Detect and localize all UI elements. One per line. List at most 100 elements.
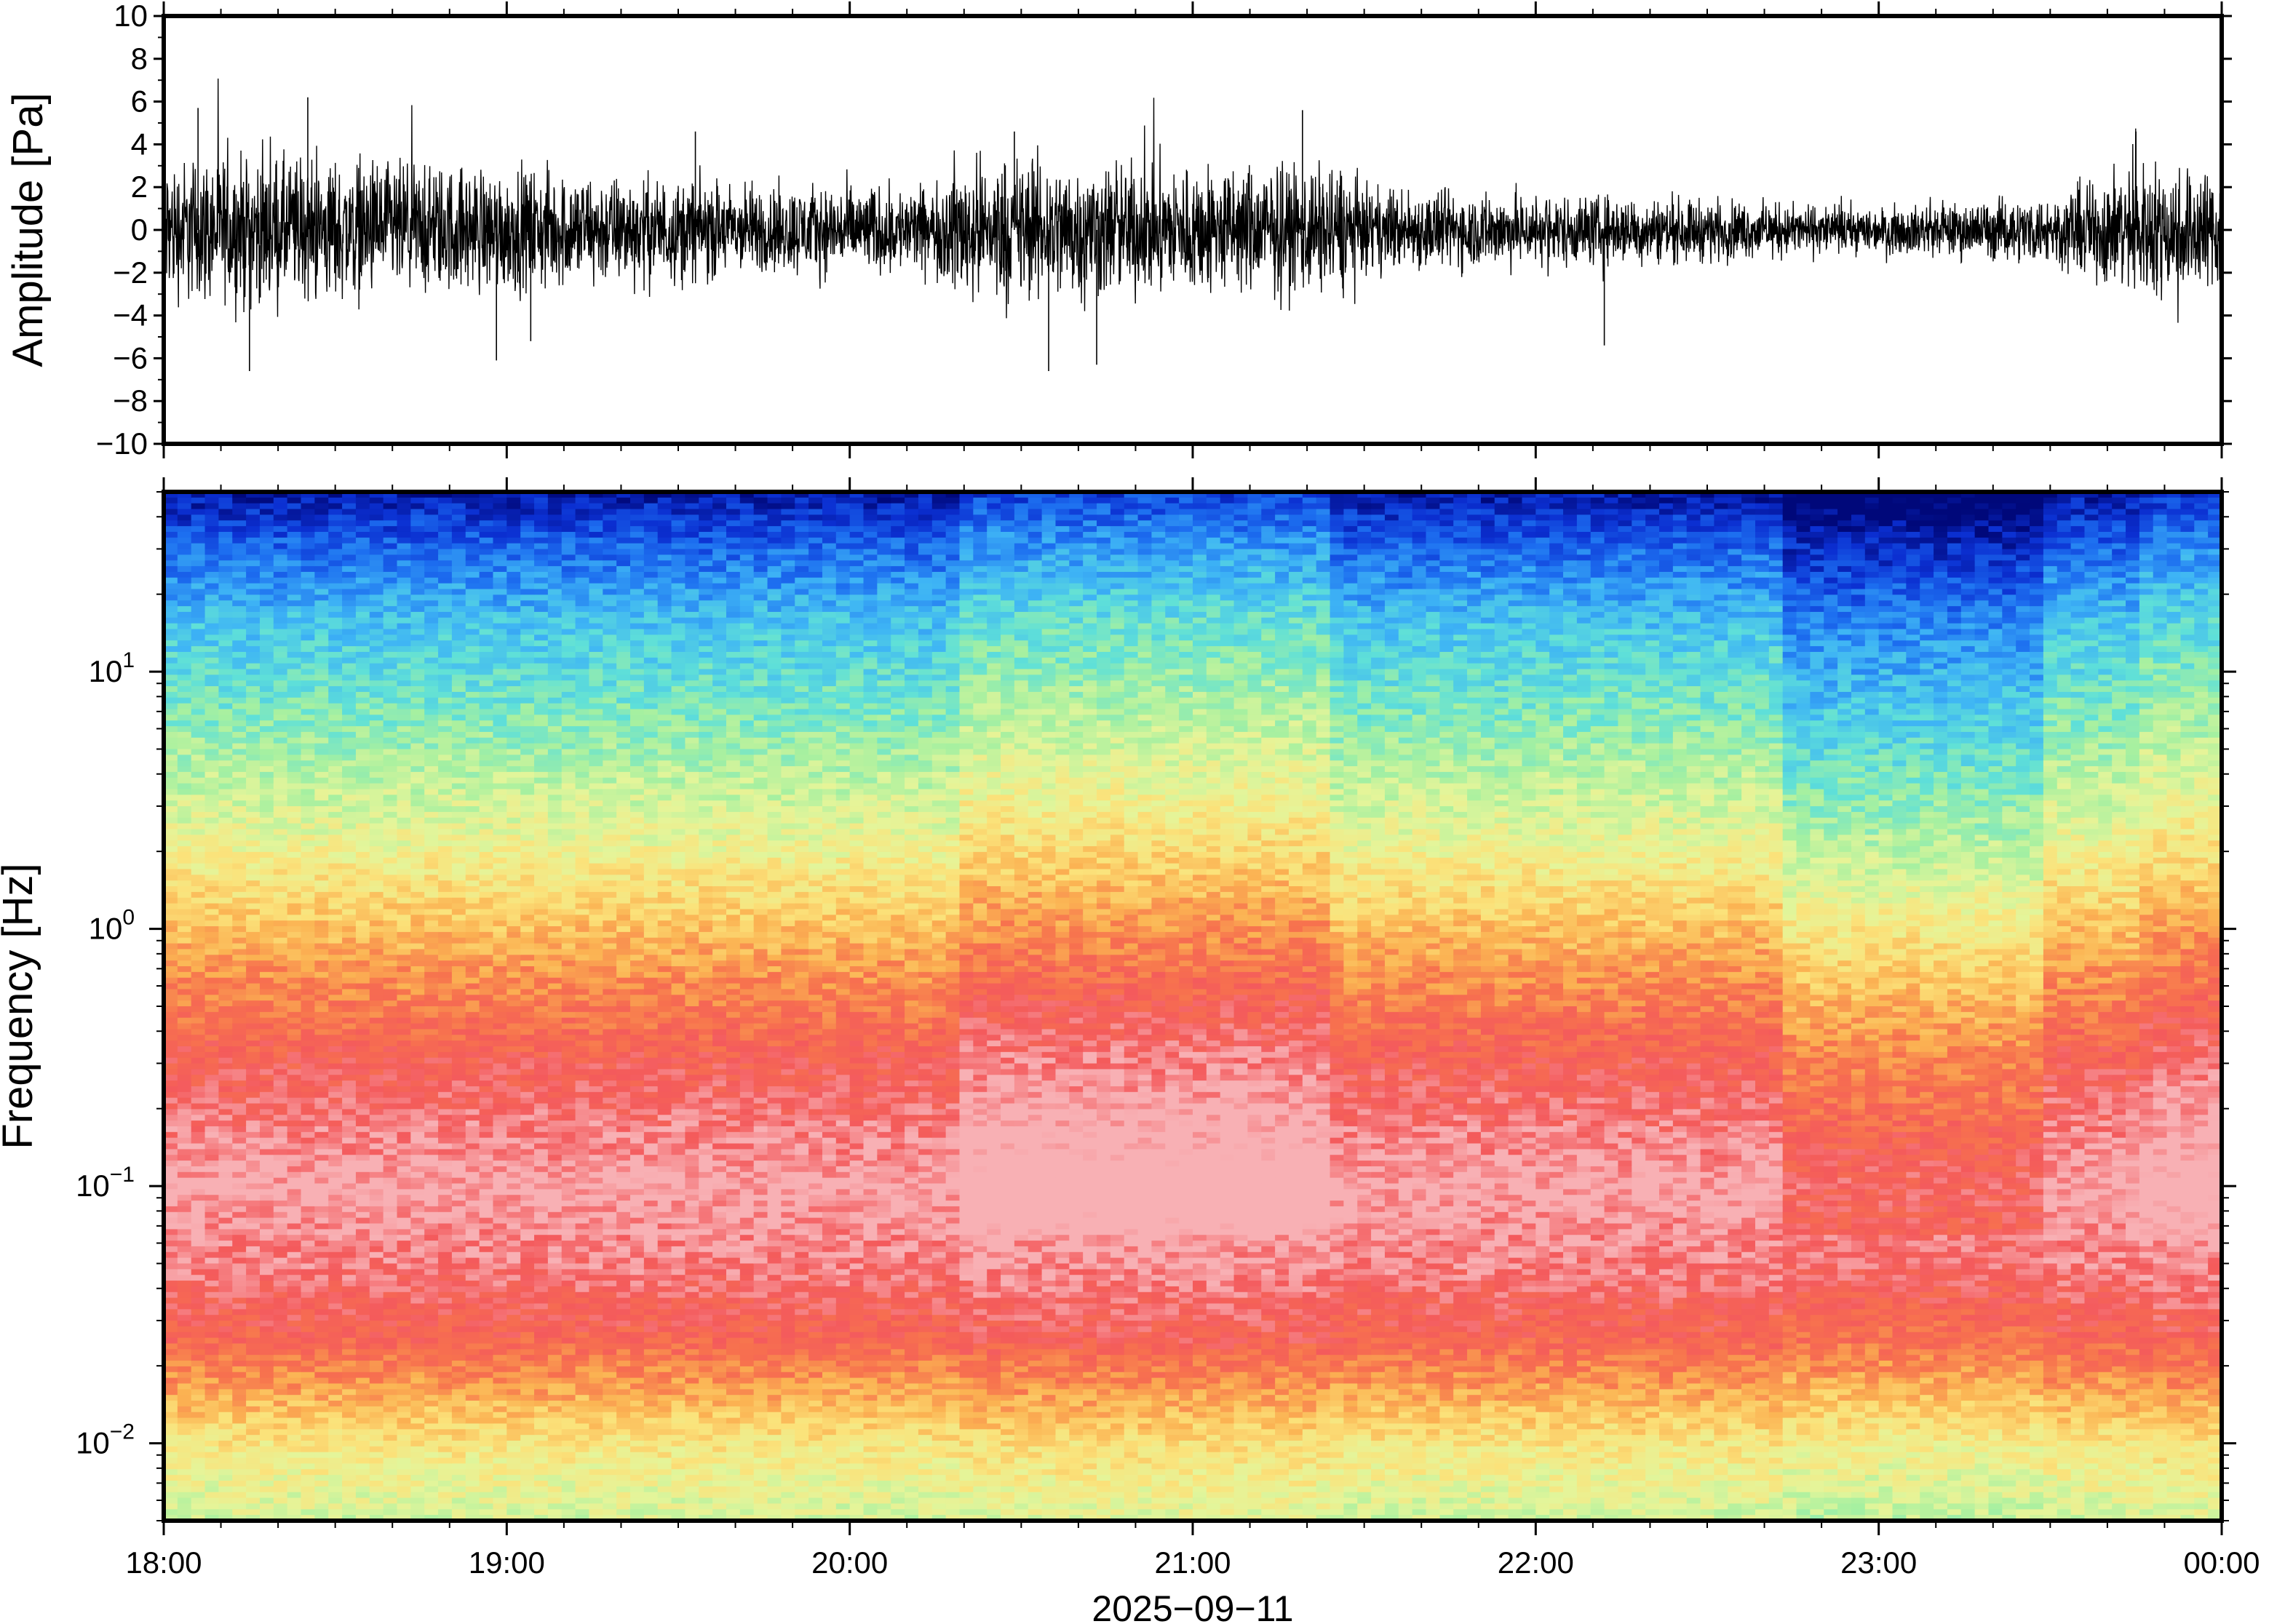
spectrogram-cell xyxy=(218,583,234,590)
spectrogram-cell xyxy=(301,549,316,556)
spectrogram-cell xyxy=(259,749,274,756)
spectrogram-cell xyxy=(424,915,439,921)
spectrogram-cell xyxy=(164,755,178,762)
spectrogram-cell xyxy=(328,1315,343,1321)
spectrogram-cell xyxy=(246,1469,261,1476)
spectrogram-cell xyxy=(493,1091,508,1099)
spectrogram-cell xyxy=(204,1177,220,1185)
spectrogram-cell xyxy=(287,577,302,584)
spectrogram-cell xyxy=(451,1361,466,1367)
spectrogram-cell xyxy=(287,1046,302,1053)
spectrogram-cell xyxy=(506,1286,521,1293)
spectrogram-cell xyxy=(397,1321,412,1327)
spectrogram-cell xyxy=(465,949,480,956)
spectrogram-cell xyxy=(191,840,206,847)
spectrogram-cell xyxy=(410,1211,426,1219)
waveform-y-tick-label: −8 xyxy=(113,383,148,418)
spectrogram-cell xyxy=(520,1126,535,1133)
spectrogram-cell xyxy=(369,1315,384,1321)
spectrogram-cell xyxy=(410,1189,426,1196)
spectrogram-cell xyxy=(465,1423,480,1430)
spectrogram-cell xyxy=(177,634,192,642)
spectrogram-cell xyxy=(273,1309,288,1315)
spectrogram-cell xyxy=(246,1417,261,1425)
spectrogram-cell xyxy=(259,1006,274,1013)
spectrogram-cell xyxy=(259,549,274,556)
spectrogram-cell xyxy=(164,1035,178,1041)
spectrogram-cell xyxy=(259,1171,274,1179)
spectrogram-cell xyxy=(273,1441,288,1447)
spectrogram-cell xyxy=(438,1332,453,1339)
spectrogram-cell xyxy=(314,1395,330,1401)
spectrogram-cell xyxy=(273,697,288,704)
spectrogram-cell xyxy=(383,1080,398,1087)
spectrogram-cell xyxy=(369,1161,384,1167)
spectrogram-cell xyxy=(410,549,426,556)
spectrogram-cell xyxy=(177,1486,192,1493)
spectrogram-cell xyxy=(520,943,535,950)
spectrogram-cell xyxy=(301,1109,316,1116)
spectrogram-cell xyxy=(451,897,466,904)
spectrogram-cell xyxy=(218,1481,234,1487)
spectrogram-cell xyxy=(177,1321,192,1327)
spectrogram-cell xyxy=(369,1337,384,1345)
spectrogram-cell xyxy=(204,1395,220,1401)
spectrogram-cell xyxy=(506,1183,521,1190)
spectrogram-cell xyxy=(232,663,247,670)
spectrogram-cell xyxy=(438,526,453,533)
spectrogram-cell xyxy=(369,1349,384,1356)
spectrogram-cell xyxy=(493,771,508,779)
spectrogram-cell xyxy=(451,617,466,624)
spectrogram-cell xyxy=(355,926,370,933)
spectrogram-cell xyxy=(465,1211,480,1219)
spectrogram-cell xyxy=(410,795,426,801)
spectrogram-cell xyxy=(314,1515,330,1521)
spectrogram-cell xyxy=(424,663,439,670)
spectrogram-cell xyxy=(204,766,220,773)
spectrogram-cell xyxy=(451,875,466,881)
spectrogram-cell xyxy=(410,663,426,670)
spectrogram-cell xyxy=(273,1297,288,1305)
spectrogram-cell xyxy=(191,640,206,647)
spectrogram-cell xyxy=(355,1171,370,1179)
spectrogram-cell xyxy=(191,1332,206,1339)
spectrogram-cell xyxy=(424,1332,439,1339)
spectrogram-cell xyxy=(383,1389,398,1396)
spectrogram-cell xyxy=(191,771,206,779)
spectrogram-cell xyxy=(342,560,357,567)
spectrogram-cell xyxy=(204,1412,220,1419)
spectrogram-cell xyxy=(424,1189,439,1196)
spectrogram-cell xyxy=(493,1372,508,1379)
spectrogram-cell xyxy=(355,651,370,658)
spectrogram-cell xyxy=(314,1475,330,1481)
spectrogram-cell xyxy=(397,1475,412,1481)
spectrogram-cell xyxy=(246,1223,261,1230)
spectrogram-cell xyxy=(479,1486,494,1493)
spectrogram-cell xyxy=(204,851,220,859)
spectrogram-cell xyxy=(259,617,274,624)
spectrogram-cell xyxy=(506,1269,521,1276)
spectrogram-cell xyxy=(506,537,521,544)
spectrogram-cell xyxy=(314,1171,330,1179)
spectrogram-cell xyxy=(493,646,508,653)
spectrogram-cell xyxy=(246,1143,261,1150)
spectrogram-cell xyxy=(287,755,302,762)
spectrogram-cell xyxy=(451,1137,466,1145)
spectrogram-cell xyxy=(397,771,412,779)
spectrogram-cell xyxy=(191,583,206,590)
spectrogram-cell xyxy=(204,1406,220,1413)
spectrogram-cell xyxy=(493,1361,508,1367)
spectrogram-cell xyxy=(301,823,316,830)
spectrogram-cell xyxy=(232,1211,247,1219)
spectrogram-cell xyxy=(314,571,330,578)
spectrogram-cell xyxy=(342,949,357,956)
spectrogram-cell xyxy=(355,966,370,973)
spectrogram-cell xyxy=(479,771,494,779)
spectrogram-cell xyxy=(479,1509,494,1516)
spectrogram-cell xyxy=(520,1051,535,1059)
spectrogram-cell xyxy=(328,1109,343,1116)
spectrogram-cell xyxy=(506,1332,521,1339)
spectrogram-cell xyxy=(301,1441,316,1447)
spectrogram-cell xyxy=(506,594,521,602)
spectrogram-cell xyxy=(301,497,316,504)
